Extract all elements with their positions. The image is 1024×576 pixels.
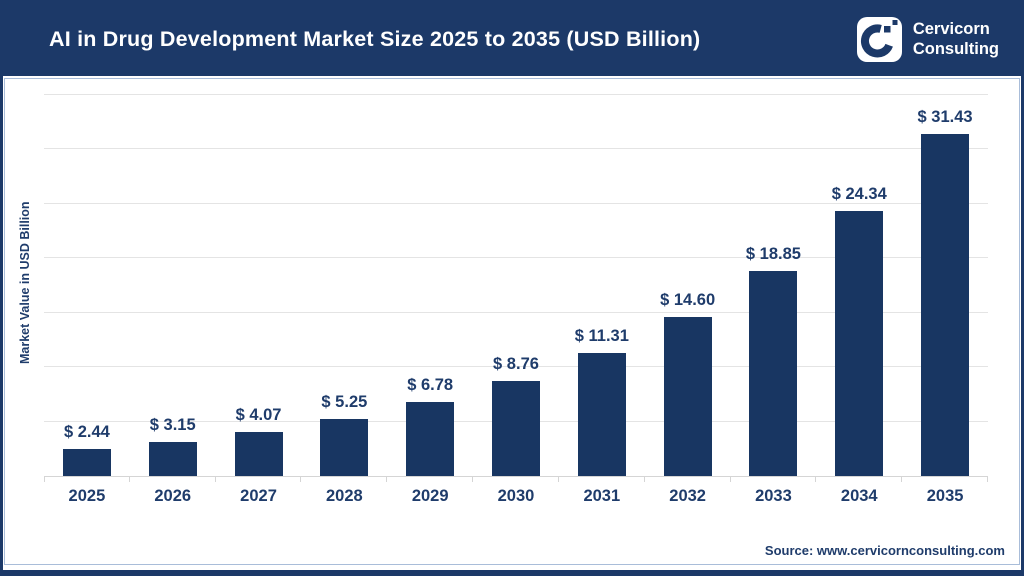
- axis-tick: [386, 476, 388, 482]
- axis-tick: [472, 476, 474, 482]
- bar-2032: [663, 317, 712, 476]
- bar-2027: [234, 431, 283, 476]
- bar-2026: [148, 441, 197, 476]
- bar-value-label: $ 5.25: [321, 392, 368, 411]
- logo-wordmark-line1: Cervicorn: [912, 20, 990, 39]
- bar-group-2025: $ 2.44 2025: [44, 89, 130, 505]
- axis-tick: [214, 476, 216, 482]
- gridline-25: [44, 202, 988, 204]
- x-axis-label: 2035: [926, 487, 964, 505]
- bar-group-2028: $ 5.25 2028: [301, 89, 388, 505]
- bar-2035: [921, 133, 970, 476]
- bar-value-label: $ 3.15: [149, 415, 196, 434]
- bar-2029: [406, 402, 455, 476]
- axis-tick: [128, 476, 130, 482]
- axis-tick: [986, 476, 988, 482]
- x-axis-label: 2028: [326, 487, 363, 505]
- x-axis-label: 2032: [669, 487, 706, 505]
- x-axis-label: 2031: [583, 487, 621, 505]
- chart-title: AI in Drug Development Market Size 2025 …: [49, 27, 701, 51]
- x-axis-label: 2034: [840, 487, 878, 505]
- plot-area: $ 2.44 2025 $ 3.15 2026 $ 4.07 2027 $ 5.25 2028…: [44, 89, 988, 505]
- header: AI in Drug Development Market Size 2025 …: [3, 3, 1021, 76]
- bar-2034: [835, 211, 884, 476]
- bar-value-label: $ 18.85: [745, 244, 801, 263]
- bar-group-2027: $ 4.07 2027: [216, 89, 302, 505]
- axis-tick: [815, 476, 817, 482]
- axis-tick: [300, 476, 302, 482]
- axis-tick: [44, 476, 45, 482]
- bar-value-label: $ 11.31: [574, 326, 629, 345]
- bar-2030: [491, 380, 540, 476]
- bar-2028: [320, 418, 369, 476]
- bar-2033: [749, 270, 798, 476]
- gridline-10: [44, 366, 988, 368]
- cervicorn-logo: Cervicorn Consulting: [856, 17, 999, 62]
- bar-2031: [577, 352, 626, 476]
- bar-value-label: $ 2.44: [63, 423, 110, 442]
- logo-wordmark-line2: Consulting: [912, 39, 999, 58]
- bar-value-label: $ 31.43: [917, 107, 973, 126]
- x-axis-label: 2025: [68, 487, 106, 505]
- bar-value-label: $ 14.60: [660, 291, 716, 310]
- bar-value-label: $ 4.07: [235, 405, 282, 424]
- axis-tick: [729, 476, 731, 482]
- axis-tick: [901, 476, 903, 482]
- axis-tick: [557, 476, 559, 482]
- bar-group-2033: $ 18.85 2033: [731, 89, 817, 505]
- bar-group-2035: $ 31.43 2035: [902, 89, 988, 505]
- bar-value-label: $ 6.78: [407, 376, 454, 395]
- gridline-15: [44, 311, 988, 313]
- source-text: Source: www.cervicornconsulting.com: [764, 543, 1005, 558]
- bar-value-label: $ 8.76: [493, 354, 539, 373]
- bar-2025: [62, 449, 111, 476]
- x-axis-label: 2029: [411, 487, 449, 505]
- gridline-30: [44, 148, 988, 150]
- x-axis-label: 2033: [755, 487, 792, 505]
- bar-value-label: $ 24.34: [831, 185, 887, 204]
- logo-wordmark: Cervicorn Consulting: [913, 20, 999, 58]
- gridline-35: [44, 94, 988, 95]
- axis-tick: [643, 476, 645, 482]
- bar-group-2026: $ 3.15 2026: [130, 89, 216, 505]
- gridline-20: [44, 257, 988, 259]
- y-axis-title: Market Value in USD Billion: [18, 201, 32, 365]
- x-axis-label: 2030: [497, 487, 535, 505]
- x-axis-label: 2026: [154, 487, 192, 505]
- bar-group-2031: $ 11.31 2031: [559, 89, 645, 505]
- x-axis-label: 2027: [240, 487, 277, 505]
- bar-group-2030: $ 8.76 2030: [473, 89, 559, 505]
- cervicorn-c-icon: [856, 17, 902, 62]
- chart-area: Market Value in USD Billion $ 2.44 2025 $ …: [4, 78, 1020, 565]
- bar-group-2029: $ 6.78 2029: [387, 89, 474, 505]
- bar-group-2032: $ 14.60 2032: [645, 89, 731, 505]
- bar-group-2034: $ 24.34 2034: [816, 89, 903, 505]
